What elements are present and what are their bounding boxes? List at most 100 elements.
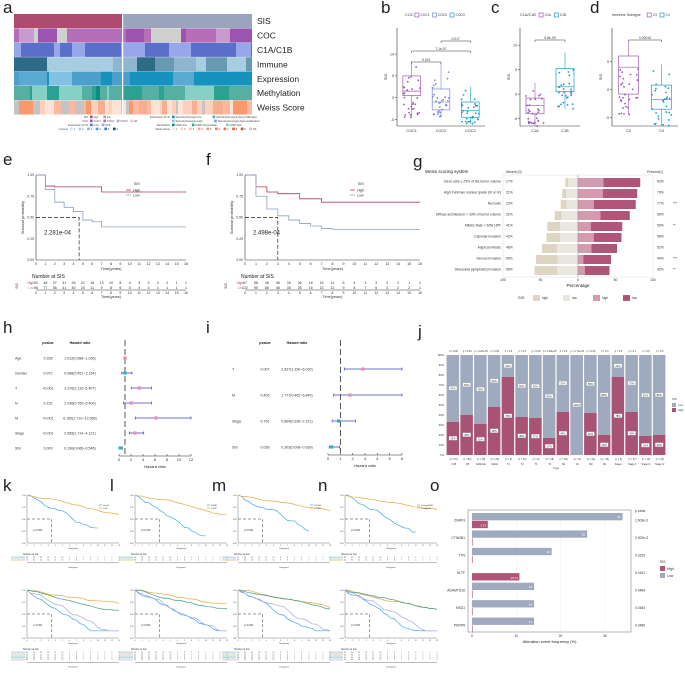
risk-count: 10 <box>379 557 381 559</box>
risk-count: 30 <box>244 559 246 561</box>
x-tick-label: 4 <box>373 640 374 642</box>
variable-label: Stage <box>232 419 241 423</box>
risk-count: 9 <box>69 557 70 559</box>
data-point <box>437 113 439 116</box>
data-point <box>403 92 406 95</box>
risk-count: 60 <box>134 652 136 654</box>
data-point <box>637 68 639 71</box>
weiss-item-label: Mitotic Rate > 5/50 HPF <box>465 224 501 228</box>
heatmap-cell <box>245 71 252 86</box>
bar-present-high <box>578 211 601 220</box>
legend-swatch <box>538 12 544 18</box>
risk-count: 6 <box>408 654 409 656</box>
x-tick-label: 11 <box>422 545 424 547</box>
risk-count: 5 <box>97 659 98 661</box>
risk-count: 8 <box>287 652 288 654</box>
percent-label-box <box>627 381 636 386</box>
percent-label-box <box>613 363 623 368</box>
data-point <box>467 120 470 123</box>
risk-row-label <box>222 653 236 656</box>
y-tick-label: 0.50 <box>233 614 237 616</box>
risk-count: 20 <box>81 286 85 290</box>
x-tick-label: 16 <box>418 262 422 266</box>
data-point <box>668 73 671 76</box>
risk-x-tick: 12 <box>147 291 151 295</box>
data-point <box>657 115 660 118</box>
legend-item: C1B <box>560 13 567 17</box>
heatmap-cell <box>47 86 59 101</box>
risk-count: 12 <box>331 286 335 290</box>
risk-count: 60 <box>237 657 239 659</box>
km-curve <box>344 589 438 610</box>
y-tick-label: 0.25 <box>236 237 243 241</box>
legend-item: High <box>357 188 364 192</box>
risk-count: 6 <box>408 559 409 561</box>
comparison-pvalue: 7.1e-07 <box>435 47 446 51</box>
data-point <box>418 111 421 114</box>
x-tick-label: 1 <box>142 640 143 642</box>
heatmap-cell <box>84 57 113 72</box>
heatmap-cell <box>147 100 151 115</box>
risk-count: 3 <box>148 281 150 285</box>
gene-label: NSD1 <box>456 606 465 610</box>
heatmap-cell <box>57 57 84 72</box>
risk-count: 8 <box>394 559 395 561</box>
risk-x-tick: 8 <box>110 291 112 295</box>
x-tick-label: 0 <box>244 262 246 266</box>
risk-count: 16 <box>309 286 313 290</box>
comparison-pvalue: 0.041 <box>422 58 430 62</box>
hr-cell: 2.837(1.330−6.030) <box>281 367 312 371</box>
group-n: (n = 9) <box>505 458 512 461</box>
x-tick-label: C4 <box>659 129 664 133</box>
y-tick-label: 0.50 <box>130 614 134 616</box>
km-curve <box>26 494 120 515</box>
risk-x-tick: 9 <box>119 291 121 295</box>
heatmap-cell <box>84 100 86 115</box>
bar-high <box>472 625 473 633</box>
data-point <box>439 111 442 114</box>
x-tick-label: 100 <box>500 278 506 282</box>
data-point <box>537 108 539 111</box>
gene-label: TTN <box>458 554 465 558</box>
risk-count: 10 <box>169 557 171 559</box>
risk-count: 7 <box>401 652 402 654</box>
x-tick-label: T1 <box>507 463 510 466</box>
risk-row-label <box>329 651 343 654</box>
risk-count: 15 <box>320 281 324 285</box>
data-point <box>534 98 537 101</box>
x-axis-label: Alteration event frequency (%) <box>523 639 577 644</box>
risk-count: 9 <box>177 654 178 656</box>
risk-count: 7 <box>294 559 295 561</box>
data-point <box>664 91 667 94</box>
logrank-pvalue: p<0.001 <box>244 528 254 532</box>
risk-count: 48 <box>43 281 47 285</box>
risk-count: 8 <box>119 281 121 285</box>
x-tick-label: 10 <box>177 457 182 462</box>
legend-item: Low <box>667 574 674 578</box>
risk-count: 20 <box>148 559 150 561</box>
km-curve-low <box>245 174 420 230</box>
bar-absent-low <box>560 233 578 242</box>
x-tick-label: 11 <box>212 545 214 547</box>
heatmap-cell <box>183 100 192 115</box>
heatmap-cell <box>173 71 183 86</box>
x-tick-label: 10 <box>352 262 356 266</box>
percent-label-box <box>572 402 581 407</box>
risk-row-label <box>329 656 343 659</box>
risk-count: 9 <box>280 657 281 659</box>
x-tick-label: 5 <box>273 640 274 642</box>
variable-label: M <box>232 393 235 397</box>
risk-count: 20 <box>251 652 253 654</box>
x-tick-label: 9 <box>198 545 199 547</box>
group-pvalue: p = 0.5 <box>642 350 650 353</box>
data-point <box>436 97 439 99</box>
risk-count: 4 <box>437 652 438 654</box>
heatmap-cell <box>72 42 76 57</box>
risk-count: 10 <box>169 652 171 654</box>
data-point <box>473 121 476 124</box>
x-tick-label: COC2 <box>436 129 447 133</box>
risk-x-label: Time(years) <box>101 295 122 299</box>
present-percent: 59% <box>657 224 664 228</box>
x-tick-label: 6 <box>69 640 70 642</box>
hr-cell: 1.012(0.988−1.036) <box>64 356 95 360</box>
